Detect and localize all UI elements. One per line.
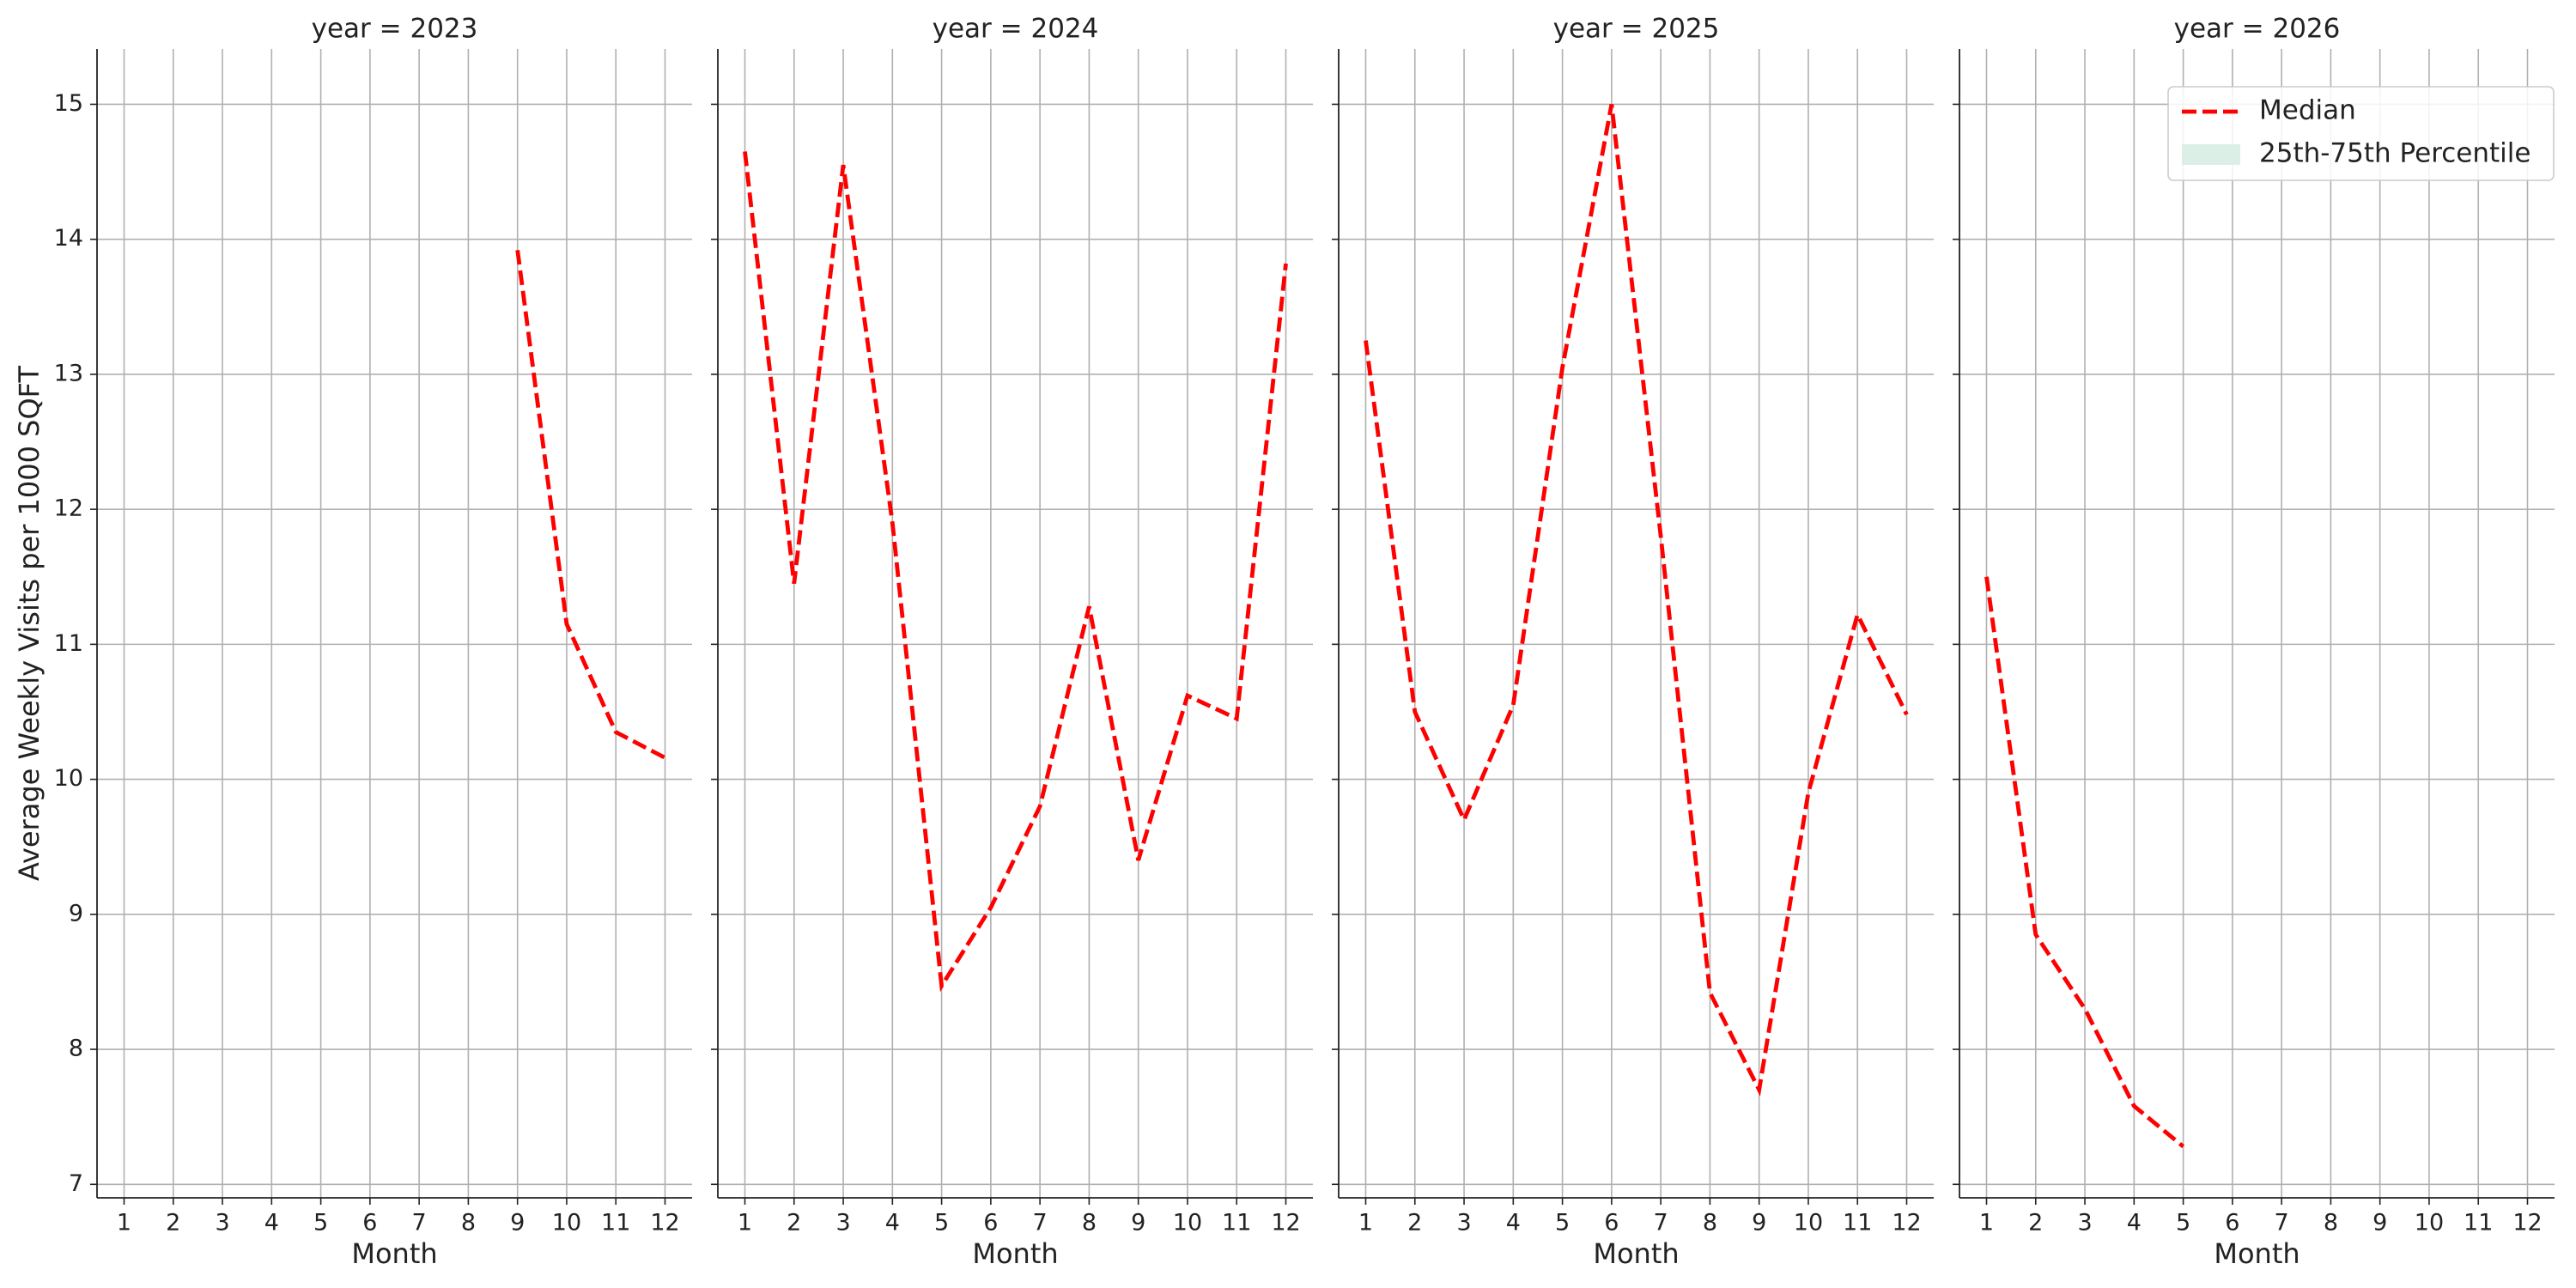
x-tick-label: 10 bbox=[1794, 1210, 1823, 1236]
x-tick-label: 9 bbox=[1752, 1210, 1766, 1236]
panel-title: year = 2025 bbox=[1553, 14, 1720, 45]
x-tick-label: 6 bbox=[2225, 1210, 2239, 1236]
y-axis-label: Average Weekly Visits per 1000 SQFT bbox=[13, 365, 46, 881]
x-tick-label: 8 bbox=[461, 1210, 476, 1236]
median-line bbox=[1364, 104, 1909, 1097]
x-tick-label: 8 bbox=[2324, 1210, 2338, 1236]
median-line bbox=[1984, 576, 2185, 1149]
x-tick-label: 2 bbox=[787, 1210, 801, 1236]
x-tick-label: 8 bbox=[1082, 1210, 1097, 1236]
y-tick-label: 10 bbox=[54, 765, 83, 792]
x-axis-label: Month bbox=[1593, 1237, 1679, 1270]
y-tick-label: 14 bbox=[54, 225, 83, 252]
x-tick-label: 6 bbox=[983, 1210, 998, 1236]
x-tick-label: 3 bbox=[835, 1210, 850, 1236]
x-tick-label: 12 bbox=[1271, 1210, 1300, 1236]
median-line bbox=[743, 151, 1288, 993]
y-tick-label: 15 bbox=[54, 90, 83, 117]
legend-box bbox=[2167, 86, 2555, 181]
x-tick-label: 9 bbox=[1131, 1210, 1145, 1236]
x-tick-label: 7 bbox=[1654, 1210, 1668, 1236]
x-tick-label: 12 bbox=[2512, 1210, 2542, 1236]
x-axis-label: Month bbox=[2214, 1237, 2300, 1270]
legend-label: Median bbox=[2259, 95, 2356, 126]
legend-label: 25th-75th Percentile bbox=[2259, 138, 2530, 169]
x-axis-label: Month bbox=[351, 1237, 437, 1270]
x-tick-label: 9 bbox=[510, 1210, 525, 1236]
x-tick-label: 10 bbox=[1173, 1210, 1202, 1236]
x-tick-label: 7 bbox=[412, 1210, 427, 1236]
legend-swatch bbox=[2182, 144, 2240, 165]
x-tick-label: 11 bbox=[1843, 1210, 1872, 1236]
x-tick-label: 2 bbox=[2028, 1210, 2043, 1236]
x-tick-label: 11 bbox=[1222, 1210, 1251, 1236]
x-tick-label: 9 bbox=[2372, 1210, 2387, 1236]
x-tick-label: 12 bbox=[650, 1210, 679, 1236]
panel-title: year = 2023 bbox=[312, 14, 478, 45]
x-tick-label: 1 bbox=[117, 1210, 131, 1236]
x-tick-label: 5 bbox=[1555, 1210, 1570, 1236]
y-tick-label: 8 bbox=[69, 1036, 83, 1062]
x-tick-label: 7 bbox=[1033, 1210, 1048, 1236]
x-tick-label: 3 bbox=[1456, 1210, 1471, 1236]
y-tick-label: 7 bbox=[69, 1170, 83, 1197]
x-tick-label: 5 bbox=[2176, 1210, 2190, 1236]
x-tick-label: 6 bbox=[362, 1210, 377, 1236]
x-tick-label: 1 bbox=[738, 1210, 752, 1236]
panel-title: year = 2026 bbox=[2174, 14, 2341, 45]
y-tick-label: 12 bbox=[54, 495, 83, 522]
x-tick-label: 8 bbox=[1703, 1210, 1717, 1236]
x-tick-label: 10 bbox=[2415, 1210, 2444, 1236]
x-tick-label: 3 bbox=[215, 1210, 229, 1236]
x-tick-label: 2 bbox=[166, 1210, 180, 1236]
x-tick-label: 12 bbox=[1892, 1210, 1921, 1236]
x-tick-label: 7 bbox=[2275, 1210, 2289, 1236]
x-tick-label: 1 bbox=[1358, 1210, 1373, 1236]
x-tick-label: 2 bbox=[1407, 1210, 1422, 1236]
x-tick-label: 4 bbox=[264, 1210, 279, 1236]
x-tick-label: 10 bbox=[552, 1210, 581, 1236]
y-tick-label: 11 bbox=[54, 630, 83, 657]
x-tick-label: 4 bbox=[1506, 1210, 1521, 1236]
x-tick-label: 4 bbox=[2127, 1210, 2142, 1236]
x-tick-label: 1 bbox=[1979, 1210, 1994, 1236]
x-tick-label: 3 bbox=[2077, 1210, 2092, 1236]
x-tick-label: 6 bbox=[1604, 1210, 1619, 1236]
x-tick-label: 5 bbox=[313, 1210, 328, 1236]
y-tick-label: 13 bbox=[54, 360, 83, 386]
x-tick-label: 4 bbox=[885, 1210, 900, 1236]
panel-title: year = 2024 bbox=[933, 14, 1099, 45]
x-axis-label: Month bbox=[972, 1237, 1058, 1270]
y-tick-label: 9 bbox=[69, 900, 83, 927]
x-tick-label: 11 bbox=[2464, 1210, 2493, 1236]
median-line bbox=[515, 249, 666, 760]
x-tick-label: 5 bbox=[934, 1210, 949, 1236]
x-tick-label: 11 bbox=[601, 1210, 630, 1236]
